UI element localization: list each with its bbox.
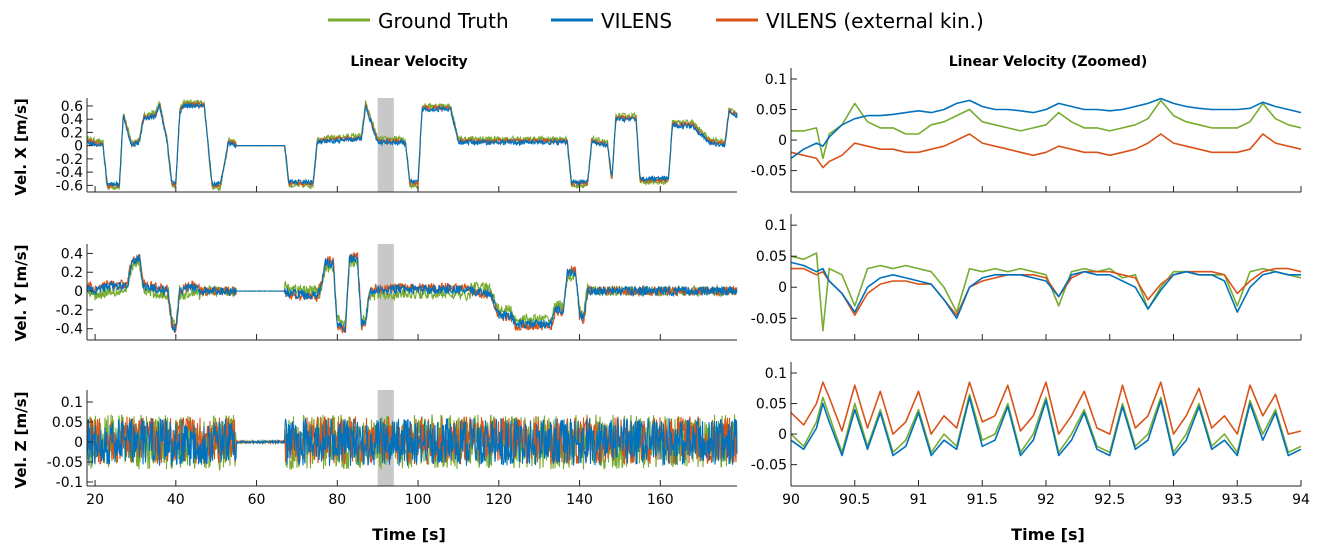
x-tick-label: 160 <box>647 492 674 508</box>
y-tick-label: 0.4 <box>61 112 83 128</box>
legend-label-vilens: VILENS <box>601 9 672 33</box>
x-tick-label: 40 <box>167 492 185 508</box>
x-tick-label: 92 <box>1037 492 1055 508</box>
series-line-ground-truth <box>791 99 1302 160</box>
series-line-vilens <box>86 254 738 333</box>
y-tick-label: -0.6 <box>56 178 83 194</box>
y-tick-label: 0.6 <box>61 99 83 115</box>
y-tick-label: 0 <box>778 280 787 296</box>
y-tick-label: 0.1 <box>765 218 787 234</box>
y-tick-label: -0.4 <box>56 322 83 338</box>
y-tick-label: 0.4 <box>61 246 83 262</box>
y-tick-label: 0 <box>778 427 787 443</box>
y-tick-label: 0.2 <box>61 265 83 281</box>
y-tick-label: 0.2 <box>61 125 83 141</box>
panel-zoom-z: -0.05 0 0.05 0.1 90 90.5 91 91.5 92 92.5 93 93.5 94 <box>751 362 1310 508</box>
ylabel-vel-x: Vel. X [m/s] <box>12 98 30 196</box>
ylabel-vel-z: Vel. Z [m/s] <box>12 392 30 489</box>
y-tick-label: -0.4 <box>56 165 83 181</box>
ylabel-vel-y: Vel. Y [m/s] <box>12 245 30 342</box>
series-line-vilens-external-kin- <box>791 267 1302 317</box>
x-tick-label: 94 <box>1292 492 1310 508</box>
x-tick-label: 20 <box>86 492 104 508</box>
series-line-vilens <box>790 396 1302 457</box>
x-tick-label: 120 <box>485 492 512 508</box>
series-line-vilens-external-kin- <box>790 133 1302 169</box>
series-line-vilens-external-kin- <box>790 381 1302 435</box>
series-line-ground-truth <box>790 252 1302 332</box>
legend: Ground Truth VILENS VILENS (external kin… <box>328 9 984 33</box>
x-tick-label: 93.5 <box>1222 492 1253 508</box>
y-tick-label: 0.1 <box>61 395 83 411</box>
x-tick-label: 91 <box>910 492 928 508</box>
y-tick-label: -0.05 <box>751 458 787 474</box>
panel-zoom-y: -0.05 0 0.05 0.1 <box>751 214 1302 341</box>
series-line-ground-truth <box>790 393 1302 454</box>
y-tick-label: -0.1 <box>56 475 83 491</box>
panel-zoom-x: -0.05 0 0.05 0.1 <box>751 68 1302 193</box>
x-tick-label: 100 <box>405 492 432 508</box>
y-tick-label: -0.05 <box>47 455 83 471</box>
x-tick-label: 90 <box>782 492 800 508</box>
highlight-band <box>377 98 394 192</box>
legend-label-vilens-external: VILENS (external kin.) <box>766 9 984 33</box>
panel-left-y: -0.4 -0.2 0 0.2 0.4 <box>56 244 738 341</box>
y-tick-label: 0.1 <box>765 72 787 88</box>
y-tick-label: 0.05 <box>756 249 787 265</box>
legend-label-ground-truth: Ground Truth <box>378 9 509 33</box>
x-tick-label: 60 <box>248 492 266 508</box>
series-line-vilens <box>790 97 1302 160</box>
series-line-vilens <box>86 418 738 466</box>
right-panel-title: Linear Velocity (Zoomed) <box>949 54 1147 70</box>
x-tick-label: 92.5 <box>1094 492 1125 508</box>
x-tick-label: 80 <box>328 492 346 508</box>
y-tick-label: 0.05 <box>756 103 787 119</box>
panel-left-z: -0.1 -0.05 0 0.05 0.1 20 40 60 80 100 120 140 160 <box>47 390 738 508</box>
x-tick-label: 90.5 <box>839 492 870 508</box>
y-tick-label: -0.05 <box>751 164 787 180</box>
y-tick-label: 0.05 <box>52 415 83 431</box>
y-tick-label: 0 <box>74 139 83 155</box>
x-tick-label: 93 <box>1165 492 1183 508</box>
y-tick-label: -0.05 <box>751 311 787 327</box>
y-tick-label: 0.1 <box>765 366 787 382</box>
series-line-vilens <box>86 101 738 189</box>
left-xlabel: Time [s] <box>372 525 446 544</box>
panel-left-x: -0.6-0.4-0.200.20.40.6 <box>56 98 738 194</box>
right-xlabel: Time [s] <box>1011 525 1085 544</box>
x-tick-label: 140 <box>566 492 593 508</box>
y-tick-label: 0.05 <box>756 397 787 413</box>
y-tick-label: 0 <box>74 435 83 451</box>
y-tick-label: 0 <box>778 133 787 149</box>
highlight-band <box>377 244 394 340</box>
y-tick-label: -0.2 <box>56 152 83 168</box>
y-tick-label: -0.2 <box>56 303 83 319</box>
series-line-vilens <box>790 261 1301 320</box>
x-tick-label: 91.5 <box>967 492 998 508</box>
y-tick-label: 0 <box>74 284 83 300</box>
left-panel-title: Linear Velocity <box>350 54 467 70</box>
